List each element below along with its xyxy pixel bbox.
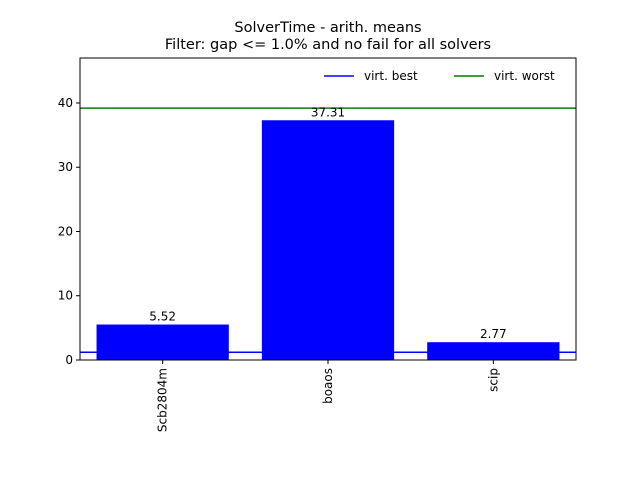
chart-title: SolverTime - arith. means [234,20,421,36]
data-label-scb2804m: 5.52 [149,310,176,324]
reference-lines-group [80,107,576,354]
x-tick-label-scb2804m: Scb2804m [156,368,170,432]
bar-boaos [261,120,395,361]
chart-subtitle: Filter: gap <= 1.0% and no fail for all … [165,37,491,53]
y-axis: 0 10 20 30 40 [58,96,80,367]
y-tick-label: 0 [65,353,73,367]
y-tick-label: 30 [58,160,73,174]
bar-scip [427,342,560,360]
legend-label-virt-worst: virt. worst [494,69,555,83]
bar-scb2804m [96,324,229,360]
data-label-boaos: 37.31 [311,105,345,119]
y-tick-label: 20 [58,224,73,238]
x-tick-label-scip: scip [486,368,500,392]
x-axis: Scb2804m boaos scip [156,360,500,432]
bars-group [96,120,560,361]
plot-frame [79,57,577,361]
legend: virt. best virt. worst [324,69,555,83]
legend-label-virt-best: virt. best [364,69,418,83]
data-label-scip: 2.77 [480,327,507,341]
data-labels-group: 5.52 37.31 2.77 [149,105,506,341]
x-tick-label-boaos: boaos [321,368,335,404]
y-tick-label: 40 [58,96,73,110]
y-tick-label: 10 [58,289,73,303]
